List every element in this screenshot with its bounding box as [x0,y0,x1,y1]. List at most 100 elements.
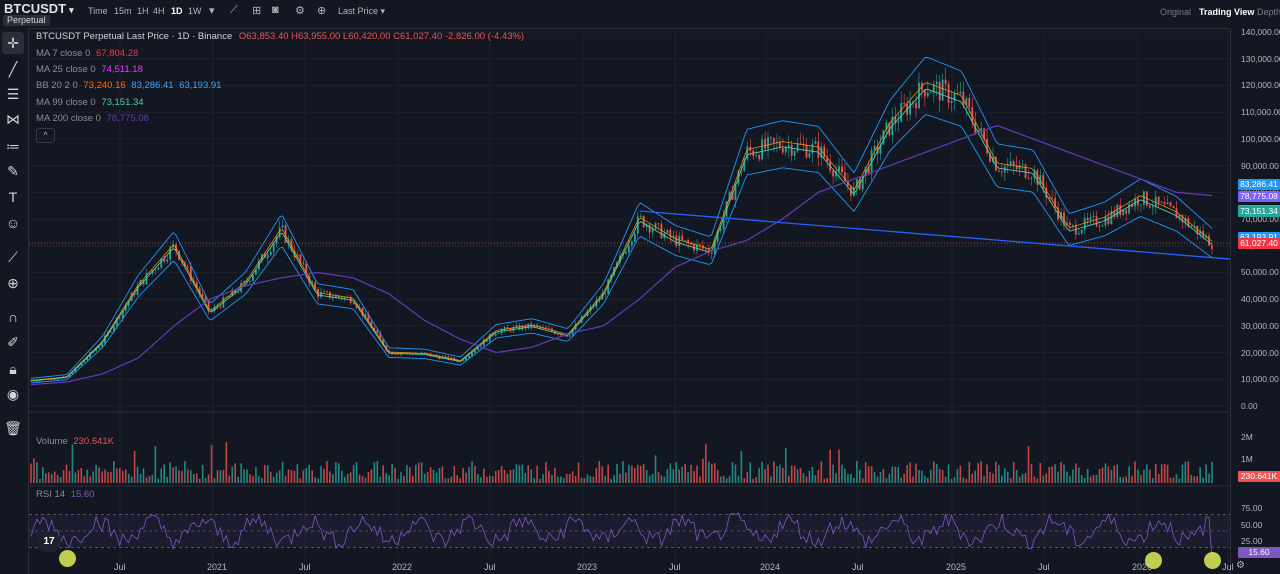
candle-body [148,273,151,275]
volume-bar [1030,463,1033,483]
volume-bar [74,472,77,483]
horizontal-lines-icon[interactable]: ☰ [6,86,20,102]
volume-bar [995,461,997,483]
collapse-legend-button[interactable]: ^ [36,128,55,143]
volume-bar [583,478,586,483]
candle-body [1018,165,1021,170]
text-icon[interactable]: T [8,189,18,205]
timeframe-1w[interactable]: 1W [188,6,202,16]
timeframe-15m[interactable]: 15m [114,6,132,16]
price-chart[interactable] [29,28,1230,574]
magnet-icon[interactable]: ∩ [7,309,19,325]
legend-ma99[interactable]: MA 99 close 0 73,151.34 [36,97,144,108]
chart-type-icon[interactable]: ⟋ [230,4,238,16]
chevron-down-icon[interactable]: ▾ [209,5,215,17]
candle-body [642,215,645,228]
candle-body [373,327,376,331]
lock-drawings-icon[interactable]: ✐ [7,334,19,350]
volume-bar [414,464,417,483]
volume-bar [829,449,831,483]
candle-body [781,147,784,153]
candle-body [142,280,145,285]
volume-bar [169,462,171,483]
volume-bar [62,469,65,483]
volume-bar [616,463,618,483]
price-source-select[interactable]: Last Price ▾ [338,6,386,16]
legend-ma7[interactable]: MA 7 close 0 67,804.28 [36,48,138,59]
fib-icon[interactable]: ≔ [6,138,20,154]
time-tick-label: 2021 [207,562,228,572]
time-tick-label: 2025 [946,562,967,572]
price-axis[interactable] [1230,28,1280,574]
view-trading-view[interactable]: Trading View [1199,7,1255,17]
candle-body [699,244,701,246]
add-icon[interactable]: ⊕ [317,5,327,17]
candlesticks [30,67,1213,382]
volume-bar [743,478,746,483]
candle-body [1116,204,1119,217]
timeframe-time[interactable]: Time [88,6,108,16]
volume-bar [1175,474,1178,483]
camera-icon[interactable]: ◙ [272,4,279,16]
volume-bar [491,476,494,483]
volume-bar [435,472,438,483]
volume-bar [101,471,103,483]
zoom-in-icon[interactable]: ⊕ [7,275,19,291]
volume-bar [352,464,355,483]
volume-bar [80,467,83,483]
candle-body [1048,197,1051,199]
crosshair-icon[interactable]: ✛ [2,32,24,54]
volume-bar [311,470,313,483]
settings-icon[interactable]: ⚙ [1236,560,1245,571]
eye-icon[interactable]: ◉ [6,386,20,402]
volume-bar [719,476,722,483]
lock-icon[interactable]: 🔒︎ [9,361,17,377]
settings-icon[interactable]: ⚙ [295,5,305,17]
trend-line-icon[interactable]: ╱ [8,61,18,77]
candle-body [941,79,944,101]
volume-legend[interactable]: Volume 230.641K [36,436,114,447]
candle-body [604,293,607,295]
candle-body [719,229,722,231]
volume-bar [509,470,512,483]
timeframe-1h[interactable]: 1H [137,6,149,16]
volume-bar [432,469,435,483]
volume-bar [580,477,583,483]
timeframe-1d[interactable]: 1D [171,6,183,16]
ma7-value: 67,804.28 [96,48,139,59]
emoji-icon[interactable]: ☺ [5,215,21,231]
candle-body [704,248,707,250]
legend-ma200[interactable]: MA 200 close 0 78,775.08 [36,113,149,124]
candle-body [956,92,959,94]
volume-bar [468,466,470,483]
symbol-selector[interactable]: BTCUSDT ▾ [4,1,74,16]
volume-bar [400,472,402,483]
bb-lower: 63,193.91 [179,80,222,91]
volume-bar [565,473,568,483]
candle-body [841,166,843,173]
candle-body [471,352,473,356]
pattern-icon[interactable]: ⋈ [6,111,20,127]
legend-bb[interactable]: BB 20 2 0 73,240.16 83,286.41 63,193.91 [36,80,221,91]
candle-body [568,335,571,337]
legend-ma25[interactable]: MA 25 close 0 74,511.18 [36,64,143,75]
view-original[interactable]: Original [1160,7,1192,17]
time-tick-label: Jul [114,562,126,572]
candle-body [799,143,802,145]
rsi-legend[interactable]: RSI 14 15.60 [36,489,94,500]
volume-bar [204,477,207,483]
view-depth[interactable]: Depth [1257,7,1280,17]
volume-bar [332,474,334,483]
ruler-icon[interactable]: ⟋ [8,249,18,265]
candle-body [118,317,121,319]
trash-icon[interactable]: 🗑︎ [4,420,22,436]
volume-bar [1060,461,1062,483]
volume-bar [740,451,743,483]
candle-body [805,144,808,158]
volume-bar [764,469,766,483]
volume-bar [654,455,657,483]
indicators-icon[interactable]: ⊞ [252,5,262,17]
brush-icon[interactable]: ✎ [7,163,19,179]
volume-bar [681,466,683,483]
timeframe-4h[interactable]: 4H [153,6,165,16]
